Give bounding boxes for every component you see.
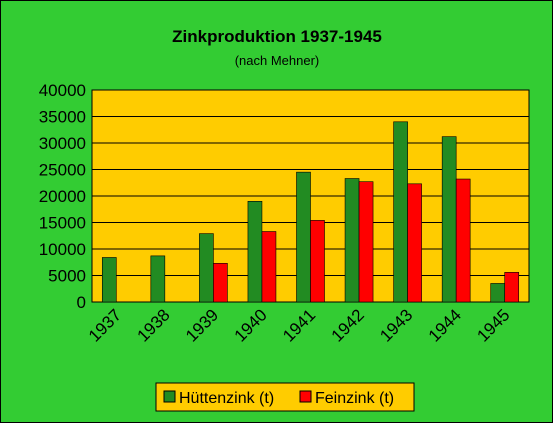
x-tick-label-1939: 1939 <box>182 305 222 345</box>
legend-label-huettenzink: Hüttenzink (t) <box>179 390 274 407</box>
legend-label-feinzink: Feinzink (t) <box>315 390 394 407</box>
bar-huettenzink-1943 <box>393 121 408 303</box>
bar-feinzink-1939 <box>213 263 228 303</box>
bar-feinzink-1940 <box>261 231 277 303</box>
bar-feinzink-1941 <box>310 220 325 303</box>
bar-huettenzink-1937 <box>101 257 117 303</box>
x-tick-label-1945: 1945 <box>473 305 513 345</box>
bar-huettenzink-1944 <box>441 136 457 303</box>
bar-huettenzink-1942 <box>344 178 360 303</box>
y-tick-label-40000: 40000 <box>39 81 86 100</box>
y-tick-label-30000: 30000 <box>39 134 86 153</box>
y-tick-label-15000: 15000 <box>39 214 86 233</box>
bar-huettenzink-1938 <box>150 255 166 303</box>
bar-huettenzink-1940 <box>247 201 263 303</box>
bar-feinzink-1943 <box>407 183 422 303</box>
bar-huettenzink-1945 <box>490 283 506 303</box>
x-tick-label-1944: 1944 <box>425 305 465 345</box>
y-tick-label-0: 0 <box>77 293 86 312</box>
bar-huettenzink-1939 <box>199 233 214 303</box>
chart-title: Zinkproduktion 1937-1945 <box>172 27 382 46</box>
y-tick-label-10000: 10000 <box>39 240 86 259</box>
bar-feinzink-1942 <box>358 181 374 303</box>
bars <box>101 121 520 303</box>
y-axis-ticks: 0 5000 10000 15000 20000 25000 30000 35000 40000 <box>39 81 86 312</box>
x-tick-label-1937: 1937 <box>85 305 125 345</box>
x-axis-ticks: 1937 1938 1939 1940 1941 1942 1943 1944 1945 <box>85 305 514 345</box>
chart-subtitle: (nach Mehner) <box>235 53 320 68</box>
legend: Hüttenzink (t) Feinzink (t) <box>155 382 415 412</box>
x-tick-label-1941: 1941 <box>279 305 319 345</box>
bar-feinzink-1944 <box>455 178 471 303</box>
x-tick-label-1940: 1940 <box>231 305 271 345</box>
legend-box <box>155 382 415 412</box>
x-tick-label-1943: 1943 <box>376 305 416 345</box>
y-tick-label-35000: 35000 <box>39 108 86 127</box>
bar-huettenzink-1941 <box>296 171 311 303</box>
x-tick-label-1942: 1942 <box>328 305 368 345</box>
y-tick-label-25000: 25000 <box>39 161 86 180</box>
x-tick-label-1938: 1938 <box>133 305 173 345</box>
legend-swatch-huettenzink <box>163 390 176 403</box>
bar-feinzink-1945 <box>504 272 520 303</box>
legend-swatch-feinzink <box>299 390 312 403</box>
y-tick-label-5000: 5000 <box>48 267 86 286</box>
y-tick-label-20000: 20000 <box>39 187 86 206</box>
